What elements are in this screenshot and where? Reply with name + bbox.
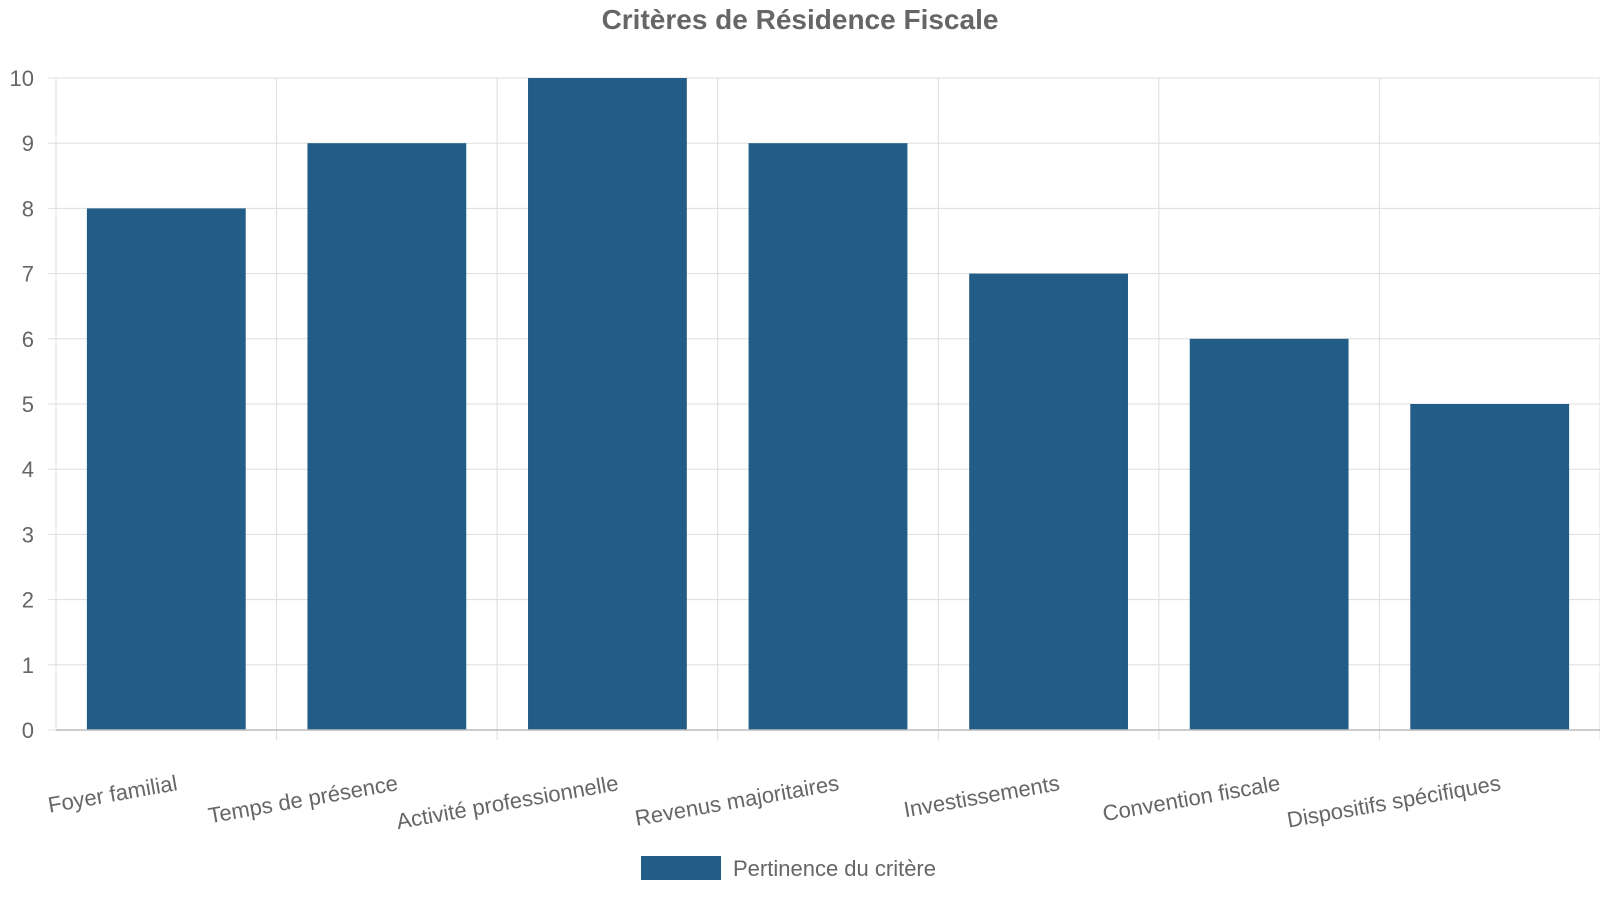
bar[interactable] <box>307 143 467 730</box>
y-tick-label: 1 <box>22 653 34 678</box>
legend-label[interactable]: Pertinence du critère <box>733 856 936 881</box>
axes <box>48 77 1600 731</box>
y-tick-label: 2 <box>22 588 34 613</box>
x-tick-label: Temps de présence <box>206 770 399 828</box>
x-tick-label: Convention fiscale <box>1101 770 1282 826</box>
y-tick-label: 0 <box>22 718 34 743</box>
bars <box>86 78 1570 730</box>
legend-swatch[interactable] <box>641 856 721 880</box>
bar[interactable] <box>86 208 246 730</box>
bar[interactable] <box>528 78 687 730</box>
y-tick-label: 7 <box>22 262 34 287</box>
x-tick-label: Investissements <box>902 770 1062 822</box>
x-axis-ticks: Foyer familial Temps de présenceActivité … <box>46 770 1503 834</box>
y-tick-label: 10 <box>10 66 34 91</box>
bar[interactable] <box>1189 338 1349 730</box>
bar[interactable] <box>969 273 1128 730</box>
x-tick-label: Activité professionnelle <box>394 770 620 834</box>
x-tick-label: Revenus majoritaires <box>633 770 841 831</box>
y-tick-label: 5 <box>22 392 34 417</box>
y-axis-ticks: 0 1 2 3 4 5 6 7 8 9 10 <box>10 66 34 743</box>
x-tick-label: Dispositifs spécifiques <box>1285 770 1502 832</box>
y-tick-label: 3 <box>22 522 34 547</box>
legend[interactable]: Pertinence du critère <box>641 856 936 881</box>
chart-title: Critères de Résidence Fiscale <box>602 4 999 35</box>
y-tick-label: 9 <box>22 131 34 156</box>
y-tick-label: 8 <box>22 196 34 221</box>
y-tick-label: 4 <box>22 457 34 482</box>
y-tick-label: 6 <box>22 327 34 352</box>
x-tick-label: Foyer familial <box>46 770 179 817</box>
bar[interactable] <box>1410 404 1570 730</box>
bar[interactable] <box>748 143 908 730</box>
